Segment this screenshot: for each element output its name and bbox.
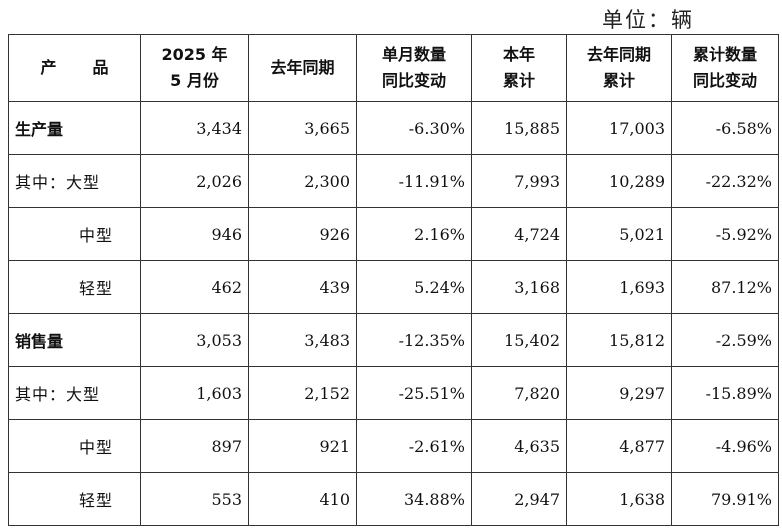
row-label: 轻型 xyxy=(8,260,141,314)
header-current-month-line1: 2025 年 xyxy=(161,45,228,64)
table-cell: 3,053 xyxy=(140,313,249,367)
production-sales-table: 产品 2025 年 5 月份 去年同期 单月数量 同比变动 本年 累计 去年同期… xyxy=(8,34,779,526)
header-monthly-yoy-line1: 单月数量 xyxy=(381,45,446,64)
row-label: 其中：大型 xyxy=(8,366,141,420)
table-cell: -15.89% xyxy=(671,366,779,420)
table-cell: -6.58% xyxy=(671,101,779,155)
table-row: 其中：大型 2,026 2,300 -11.91% 7,993 10,289 -… xyxy=(8,154,779,208)
table-cell: 897 xyxy=(140,419,249,473)
table-cell: 4,635 xyxy=(471,419,567,473)
header-cumulative-yoy-line2: 同比变动 xyxy=(692,71,757,90)
table-cell: 2,026 xyxy=(140,154,249,208)
table-cell: -12.35% xyxy=(356,313,472,367)
table-cell: 1,638 xyxy=(566,472,672,526)
table-cell: 921 xyxy=(248,419,357,473)
table-cell: 926 xyxy=(248,207,357,261)
row-label: 轻型 xyxy=(8,472,141,526)
header-current-month-line2: 5 月份 xyxy=(170,71,219,90)
table-cell: 79.91% xyxy=(671,472,779,526)
table-cell: 2,947 xyxy=(471,472,567,526)
table-row: 轻型 462 439 5.24% 3,168 1,693 87.12% xyxy=(8,260,779,314)
table-cell: 410 xyxy=(248,472,357,526)
table-row: 销售量 3,053 3,483 -12.35% 15,402 15,812 -2… xyxy=(8,313,779,367)
header-monthly-yoy-line2: 同比变动 xyxy=(381,71,446,90)
row-label: 生产量 xyxy=(8,101,141,155)
header-cumulative-yoy: 累计数量 同比变动 xyxy=(671,34,779,102)
table-cell: 2,152 xyxy=(248,366,357,420)
header-last-year-ytd-line1: 去年同期 xyxy=(586,45,651,64)
table-cell: 3,483 xyxy=(248,313,357,367)
table-cell: 4,724 xyxy=(471,207,567,261)
table-cell: 17,003 xyxy=(566,101,672,155)
table-cell: 2.16% xyxy=(356,207,472,261)
table-cell: 462 xyxy=(140,260,249,314)
row-label: 销售量 xyxy=(8,313,141,367)
table-cell: 7,993 xyxy=(471,154,567,208)
table-cell: 3,168 xyxy=(471,260,567,314)
table-cell: 553 xyxy=(140,472,249,526)
table-cell: 87.12% xyxy=(671,260,779,314)
table-row: 中型 897 921 -2.61% 4,635 4,877 -4.96% xyxy=(8,419,779,473)
table-cell: -25.51% xyxy=(356,366,472,420)
table-cell: 1,693 xyxy=(566,260,672,314)
table-cell: 946 xyxy=(140,207,249,261)
table-cell: 15,885 xyxy=(471,101,567,155)
table-cell: 34.88% xyxy=(356,472,472,526)
header-ytd-line1: 本年 xyxy=(502,45,535,64)
header-cumulative-yoy-line1: 累计数量 xyxy=(692,45,757,64)
header-last-year-same-period: 去年同期 xyxy=(248,34,357,102)
header-product-char2: 品 xyxy=(92,58,109,77)
header-ytd: 本年 累计 xyxy=(471,34,567,102)
header-current-month: 2025 年 5 月份 xyxy=(140,34,249,102)
table-cell: -2.59% xyxy=(671,313,779,367)
table-cell: 15,402 xyxy=(471,313,567,367)
table-cell: 3,665 xyxy=(248,101,357,155)
header-ytd-line2: 累计 xyxy=(502,71,535,90)
table-cell: 15,812 xyxy=(566,313,672,367)
table-cell: 439 xyxy=(248,260,357,314)
table-row: 其中：大型 1,603 2,152 -25.51% 7,820 9,297 -1… xyxy=(8,366,779,420)
table-row: 轻型 553 410 34.88% 2,947 1,638 79.91% xyxy=(8,472,779,526)
header-last-year-line1: 去年同期 xyxy=(270,58,335,77)
unit-label: 单位：辆 xyxy=(602,8,694,32)
table-cell: 5,021 xyxy=(566,207,672,261)
table-cell: -5.92% xyxy=(671,207,779,261)
table-cell: -2.61% xyxy=(356,419,472,473)
table-cell: -11.91% xyxy=(356,154,472,208)
table-cell: -22.32% xyxy=(671,154,779,208)
row-label: 其中：大型 xyxy=(8,154,141,208)
table-cell: 7,820 xyxy=(471,366,567,420)
header-last-year-ytd-line2: 累计 xyxy=(602,71,635,90)
table-cell: -4.96% xyxy=(671,419,779,473)
table-row: 生产量 3,434 3,665 -6.30% 15,885 17,003 -6.… xyxy=(8,101,779,155)
row-label: 中型 xyxy=(8,419,141,473)
table-cell: 3,434 xyxy=(140,101,249,155)
table-header-row: 产品 2025 年 5 月份 去年同期 单月数量 同比变动 本年 累计 去年同期… xyxy=(8,34,779,102)
table-cell: 10,289 xyxy=(566,154,672,208)
table-cell: -6.30% xyxy=(356,101,472,155)
table-cell: 4,877 xyxy=(566,419,672,473)
table-cell: 9,297 xyxy=(566,366,672,420)
table-cell: 2,300 xyxy=(248,154,357,208)
header-product: 产品 xyxy=(8,34,141,102)
table-cell: 5.24% xyxy=(356,260,472,314)
header-last-year-ytd: 去年同期 累计 xyxy=(566,34,672,102)
row-label: 中型 xyxy=(8,207,141,261)
header-product-char1: 产 xyxy=(40,58,57,77)
table-row: 中型 946 926 2.16% 4,724 5,021 -5.92% xyxy=(8,207,779,261)
table-cell: 1,603 xyxy=(140,366,249,420)
header-monthly-yoy: 单月数量 同比变动 xyxy=(356,34,472,102)
